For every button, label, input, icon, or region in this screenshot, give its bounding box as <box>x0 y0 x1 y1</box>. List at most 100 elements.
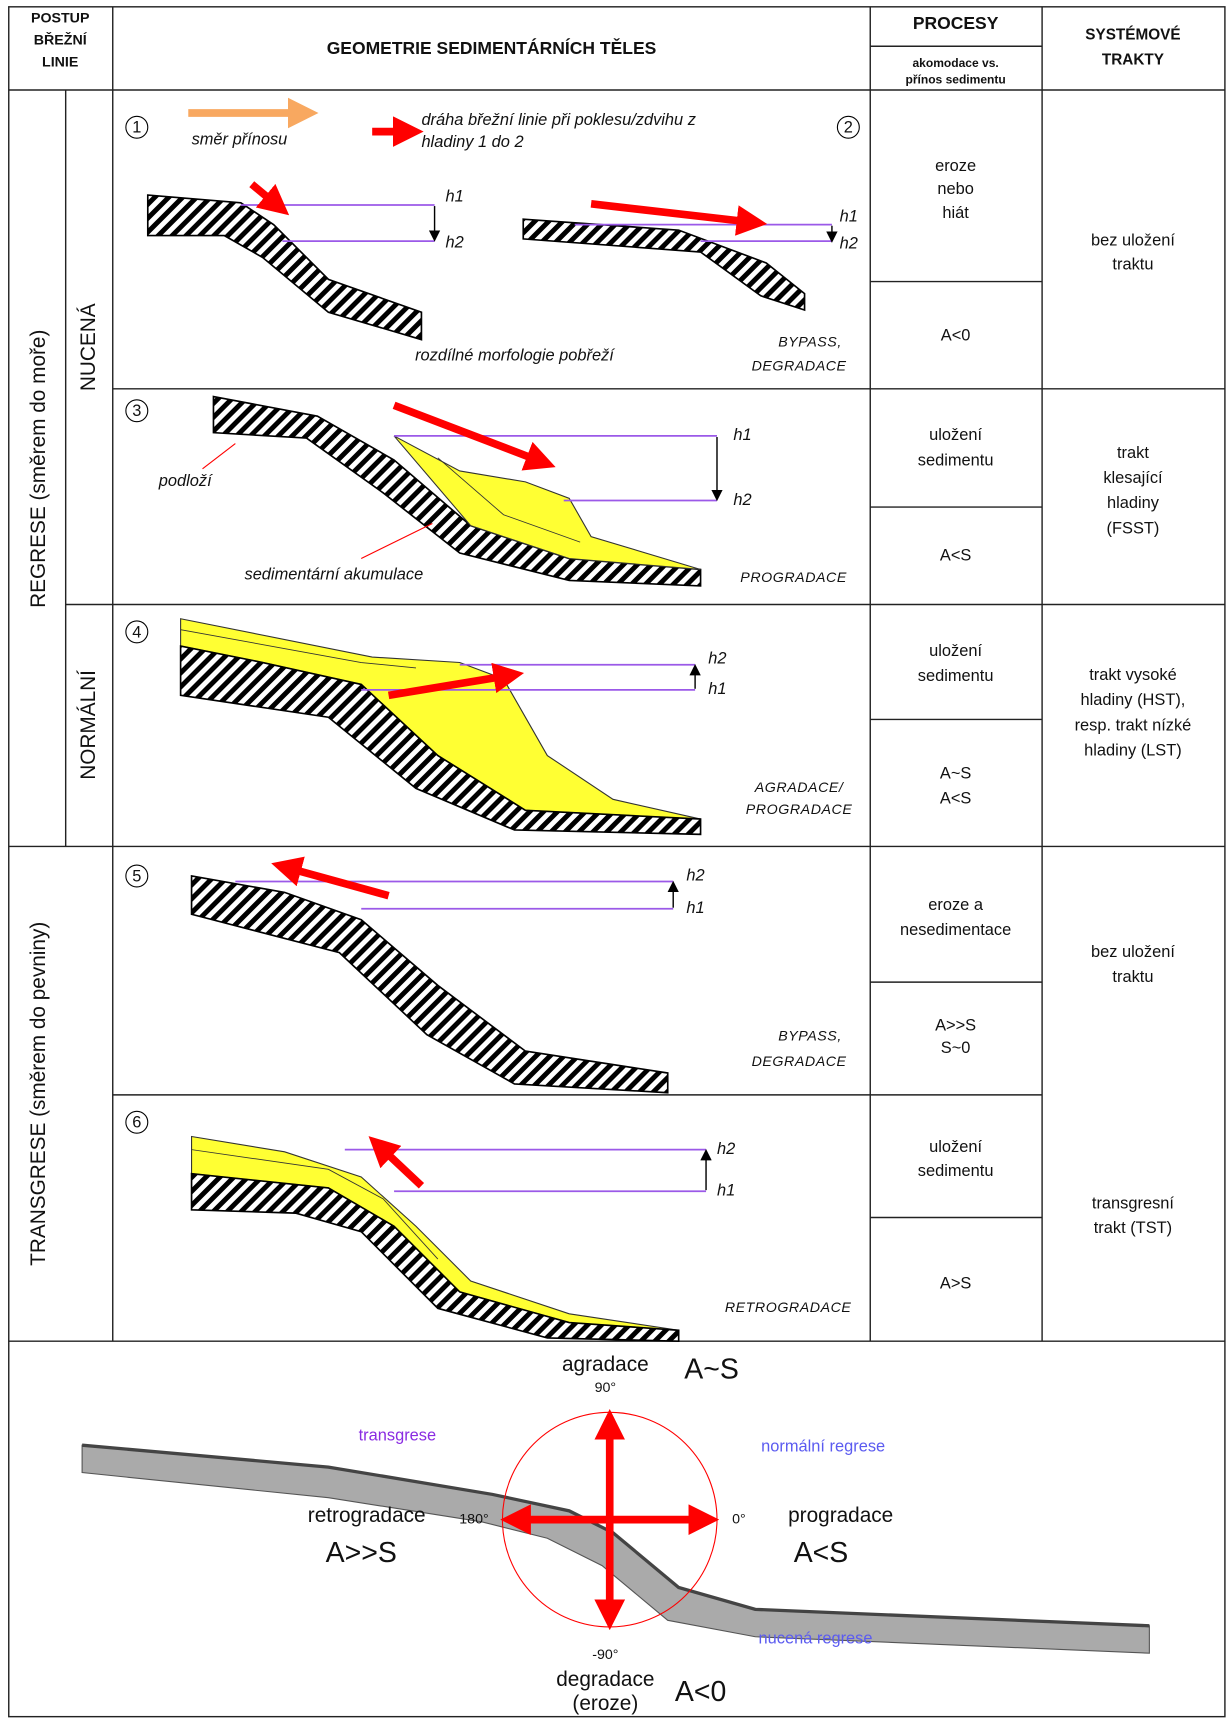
style-label: PROGRADACE <box>740 570 847 586</box>
process-text: uložení <box>929 1138 982 1156</box>
basement <box>190 1172 680 1343</box>
summary-label: progradace <box>788 1504 893 1527</box>
shoreline-arrow <box>387 662 525 700</box>
tract-text: klesající <box>1103 469 1163 487</box>
header-text: přínos sedimentu <box>905 72 1005 86</box>
legend-text: dráha břežní linie při poklesu/zdvihu z <box>421 111 696 129</box>
annotation: sedimentární akumulace <box>244 565 423 583</box>
level-label: h1 <box>717 1182 735 1200</box>
process-text: hiát <box>942 204 969 222</box>
summary-note: normální regrese <box>761 1438 885 1456</box>
basement <box>522 218 806 312</box>
tract-text: trakt <box>1117 444 1149 462</box>
summary-note: transgrese <box>359 1427 437 1445</box>
header-text: TRAKTY <box>1102 52 1164 69</box>
level-label: h1 <box>686 899 704 917</box>
header-text: PROCESY <box>913 13 999 33</box>
header-text: LINIE <box>42 54 78 70</box>
style-label: RETROGRADACE <box>725 1300 852 1316</box>
accommodation-text: A>S <box>940 1275 972 1293</box>
tract-text: bez uložení <box>1091 231 1175 249</box>
process-text: sedimentu <box>918 1162 994 1180</box>
tract-text: bez uložení <box>1091 943 1175 961</box>
summary-label: -90° <box>592 1647 618 1663</box>
tract-text: hladiny (LST) <box>1084 742 1182 760</box>
shoreline-arrow <box>249 181 290 216</box>
summary-label: (eroze) <box>572 1692 638 1715</box>
summary-ratio: A~S <box>684 1353 739 1385</box>
accommodation-text: S~0 <box>941 1039 971 1057</box>
sediment-layer <box>437 457 581 543</box>
level-label: h1 <box>446 188 464 206</box>
level-label: h1 <box>708 680 726 698</box>
panel-number: 3 <box>132 402 141 420</box>
tract-text: hladiny (HST), <box>1081 691 1186 709</box>
summary-label: degradace <box>556 1668 654 1691</box>
group-label: NUCENÁ <box>77 303 100 391</box>
level-label: h2 <box>446 234 464 252</box>
style-label: BYPASS, <box>778 1029 842 1045</box>
process-text: uložení <box>929 642 982 660</box>
header-text: BŘEŽNÍ <box>34 31 88 49</box>
number-circle <box>836 115 860 139</box>
tract-text: traktu <box>1112 255 1153 273</box>
accommodation-text: A~S <box>940 764 972 782</box>
process-text: sedimentu <box>918 451 994 469</box>
level-label: h2 <box>686 866 704 884</box>
accommodation-text: A>>S <box>935 1016 976 1034</box>
summary-label: 90° <box>595 1380 617 1396</box>
panel-number: 1 <box>132 119 141 137</box>
level-label: h1 <box>733 426 751 444</box>
summary-ratio: A<0 <box>675 1676 726 1708</box>
legend-text: hladiny 1 do 2 <box>421 133 523 151</box>
tract-text: hladiny <box>1107 494 1160 512</box>
table-grid <box>8 6 1226 1718</box>
header-text: GEOMETRIE SEDIMENTÁRNÍCH TĚLES <box>327 37 657 58</box>
tract-text: (FSST) <box>1107 519 1160 537</box>
group-label: NORMÁLNÍ <box>77 670 100 780</box>
style-label: PROGRADACE <box>746 802 853 818</box>
style-label: DEGRADACE <box>752 359 847 375</box>
process-text: sedimentu <box>918 667 994 685</box>
sediment <box>393 435 701 571</box>
number-circle <box>125 864 149 888</box>
shoreline-arrow <box>392 401 556 471</box>
style-label: DEGRADACE <box>752 1054 847 1070</box>
accommodation-text: A<S <box>940 547 972 565</box>
tract-text: trakt (TST) <box>1094 1219 1172 1237</box>
header-text: POSTUP <box>31 11 89 27</box>
number-circle <box>125 1110 149 1134</box>
panel-number: 5 <box>132 867 141 885</box>
summary-note: nucená regrese <box>759 1629 873 1647</box>
annotation: podloží <box>158 472 213 490</box>
number-circle <box>125 620 149 644</box>
outer-border <box>8 6 1226 1718</box>
number-circle <box>125 115 149 139</box>
level-label: h2 <box>708 650 726 668</box>
tract-text: traktu <box>1112 968 1153 986</box>
basement <box>146 194 423 341</box>
header-text: SYSTÉMOVÉ <box>1085 26 1180 43</box>
basement <box>212 395 702 587</box>
legend-text: směr přínosu <box>192 131 288 149</box>
shoreline-arrow <box>590 200 768 236</box>
summary-ratio: A<S <box>794 1537 849 1569</box>
tract-text: resp. trakt nízké <box>1075 716 1192 734</box>
style-label: AGRADACE/ <box>754 780 845 796</box>
summary-label: retrogradace <box>308 1504 426 1527</box>
group-label: TRANSGRESE (směrem do pevniny) <box>27 922 50 1266</box>
summary-label: 180° <box>459 1511 488 1527</box>
style-label: BYPASS, <box>778 335 842 351</box>
caption: rozdílné morfologie pobřeží <box>415 346 615 364</box>
basement <box>179 645 702 836</box>
level-label: h2 <box>733 491 751 509</box>
tract-text: transgresní <box>1092 1195 1175 1213</box>
shoreline-arrow <box>368 1136 425 1189</box>
summary-label: agradace <box>562 1353 649 1376</box>
tract-text: trakt vysoké <box>1089 666 1177 684</box>
sediment-layer <box>180 629 417 669</box>
summary-label: 0° <box>732 1511 746 1527</box>
process-text: nebo <box>937 180 974 198</box>
